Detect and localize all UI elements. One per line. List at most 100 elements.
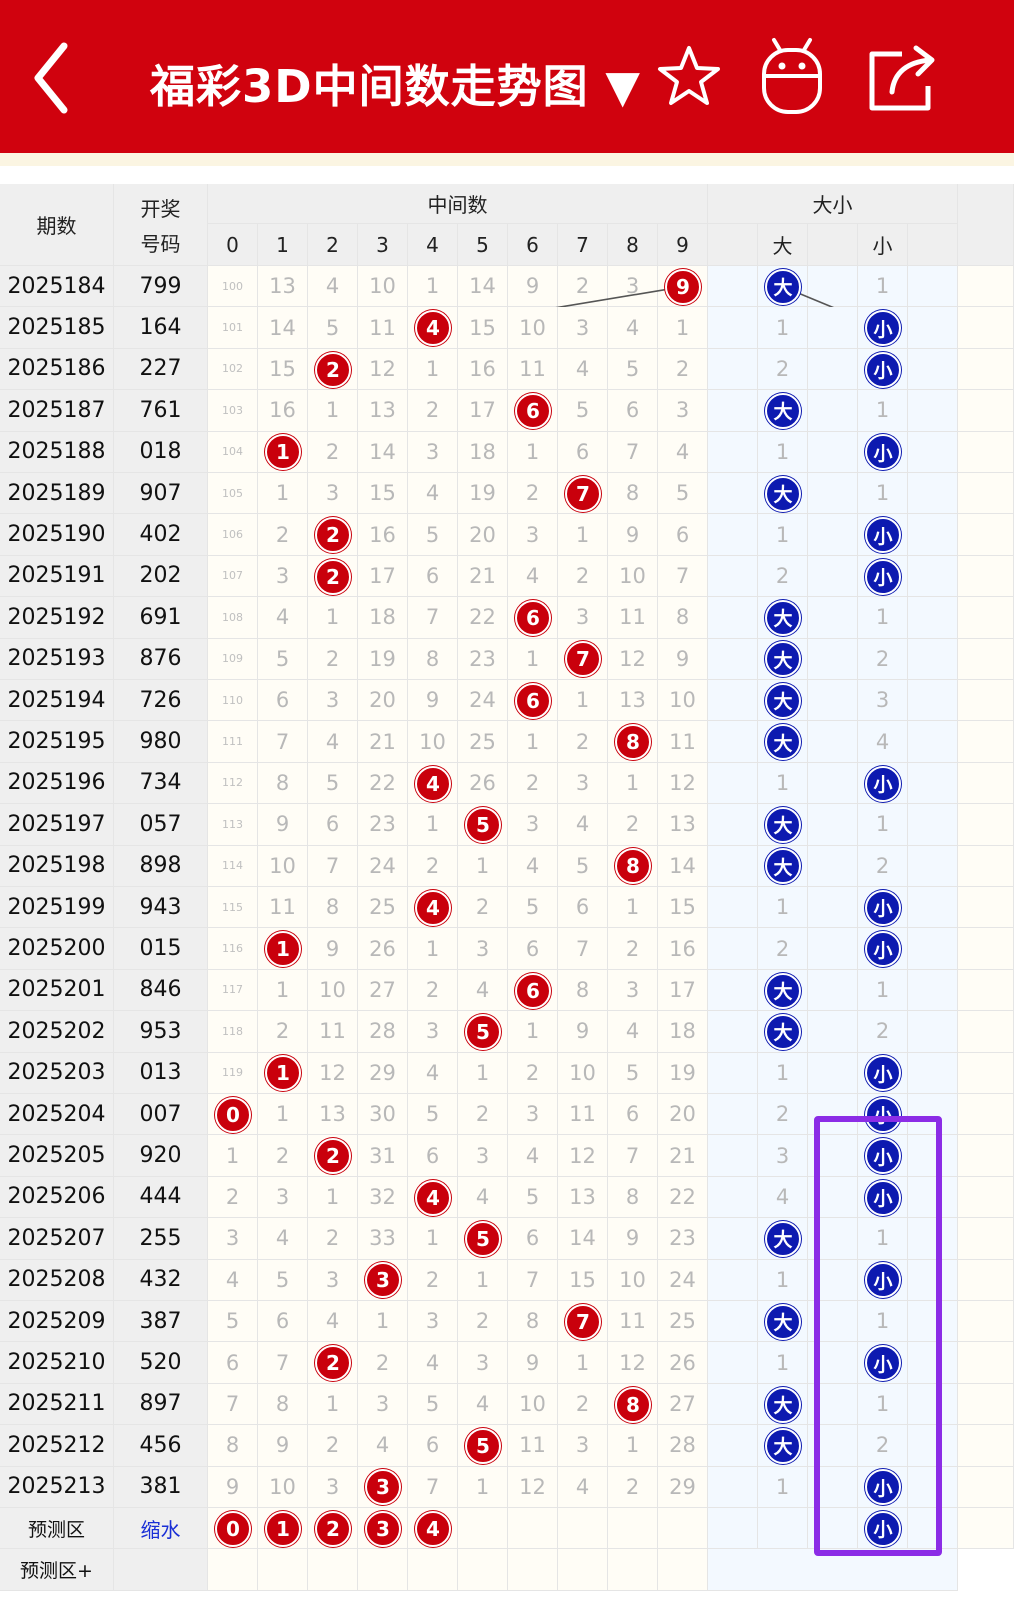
- row-number: 734: [114, 762, 208, 805]
- miss-cell-0: 118: [208, 1011, 258, 1053]
- miss-cell-3: 32: [358, 1176, 408, 1219]
- row-issue: 2025202: [0, 1011, 114, 1053]
- size-pad: [908, 721, 958, 763]
- size-pad: [908, 597, 958, 639]
- share-icon[interactable]: [864, 40, 940, 114]
- row-number: 943: [114, 887, 208, 929]
- middle-ball: 2: [315, 1345, 351, 1382]
- miss-cell-7: 4: [558, 1466, 608, 1508]
- row-number: 255: [114, 1218, 208, 1260]
- size-pad: [808, 680, 858, 722]
- predict-cell: [458, 1508, 508, 1550]
- size-pad: [708, 1508, 758, 1550]
- miss-cell-1: 3: [258, 555, 308, 598]
- size-pad: [808, 804, 858, 846]
- row-issue: 2025197: [0, 804, 114, 846]
- row-extra: [958, 597, 1014, 639]
- miss-cell-8: 10: [608, 1259, 658, 1301]
- miss-cell-0: 4: [208, 1259, 258, 1301]
- row-issue: 2025207: [0, 1218, 114, 1260]
- middle-ball: 4: [415, 310, 451, 347]
- header-number-line2: 号码: [140, 231, 181, 256]
- row-extra: [958, 1466, 1014, 1508]
- size-pad: [908, 1094, 958, 1136]
- row-number: 164: [114, 307, 208, 349]
- row-issue: 2025201: [0, 969, 114, 1012]
- size-big-cell: [758, 1135, 808, 1177]
- predict-ball[interactable]: 4: [415, 1510, 451, 1547]
- row-number: 898: [114, 845, 208, 887]
- miss-cell-0: 112: [208, 762, 258, 805]
- predict-ball[interactable]: 2: [315, 1510, 351, 1547]
- miss-cell-4: 4: [408, 1342, 458, 1384]
- miss-cell-1: 2: [258, 1011, 308, 1053]
- small-miss-value: 1: [858, 1218, 908, 1260]
- size-pad: [708, 762, 758, 805]
- page-title[interactable]: 福彩3D中间数走势图 ▼: [150, 60, 641, 113]
- size-pad: [708, 1176, 758, 1219]
- miss-cell-9: 19: [658, 1052, 708, 1094]
- row-extra: [958, 431, 1014, 473]
- row-extra: [958, 804, 1014, 846]
- size-pad: [908, 1135, 958, 1177]
- size-pad: [908, 887, 958, 929]
- miss-cell-9: 26: [658, 1342, 708, 1384]
- header-size: 大小: [708, 184, 958, 224]
- miss-cell-9: 21: [658, 1135, 708, 1177]
- row-number: 456: [114, 1425, 208, 1467]
- header-shadow-strip: [0, 153, 1014, 166]
- miss-cell-9: 2: [658, 348, 708, 391]
- predict-ball[interactable]: 3: [365, 1510, 401, 1547]
- miss-cell-7: 2: [558, 555, 608, 598]
- miss-cell-5: 24: [458, 680, 508, 722]
- big-miss-value: 1: [758, 762, 808, 805]
- header-big: 大: [758, 224, 808, 266]
- header-size-pad: [708, 224, 758, 266]
- row-extra: [958, 1301, 1014, 1343]
- miss-cell-5: 1: [458, 845, 508, 887]
- miss-cell-4: 6: [408, 1425, 458, 1467]
- predict-ball[interactable]: 0: [215, 1510, 251, 1547]
- miss-cell-2: 3: [308, 680, 358, 722]
- size-pad: [908, 969, 958, 1012]
- miss-cell-8: 5: [608, 348, 658, 391]
- miss-cell-3: 18: [358, 597, 408, 639]
- android-robot-icon[interactable]: [758, 36, 826, 116]
- miss-cell-5: 14: [458, 266, 508, 308]
- miss-cell-2: 12: [308, 1052, 358, 1094]
- predict-ball[interactable]: 1: [265, 1510, 301, 1547]
- miss-cell-0: 8: [208, 1425, 258, 1467]
- miss-cell-8: 4: [608, 1011, 658, 1053]
- row-extra: [958, 1218, 1014, 1260]
- predict-plus-cell: [458, 1549, 508, 1591]
- star-icon[interactable]: [656, 44, 722, 108]
- row-issue: 2025194: [0, 680, 114, 722]
- miss-cell-7: 3: [558, 597, 608, 639]
- size-small-cell: [858, 1011, 908, 1053]
- miss-cell-8: 7: [608, 431, 658, 473]
- miss-cell-0: 114: [208, 845, 258, 887]
- miss-cell-1: 1: [258, 473, 308, 515]
- miss-cell-1: 9: [258, 1425, 308, 1467]
- size-small-cell: [858, 266, 908, 308]
- predict-plus-cell: [308, 1549, 358, 1591]
- back-arrow-icon[interactable]: [28, 38, 88, 118]
- row-extra: [958, 307, 1014, 349]
- row-number: 761: [114, 390, 208, 432]
- miss-cell-8: 6: [608, 390, 658, 432]
- size-pad: [708, 721, 758, 763]
- predict-plus-cell: [258, 1549, 308, 1591]
- miss-cell-9: 25: [658, 1301, 708, 1343]
- header-middle: 中间数: [208, 184, 708, 224]
- middle-ball: 8: [615, 724, 651, 761]
- miss-cell-2: 1: [308, 1383, 358, 1426]
- miss-cell-8: 13: [608, 680, 658, 722]
- size-pad: [708, 514, 758, 556]
- miss-cell-0: 101: [208, 307, 258, 349]
- miss-cell-8: 8: [608, 1176, 658, 1219]
- predict-tag[interactable]: 缩水: [114, 1508, 208, 1550]
- row-extra: [958, 1342, 1014, 1384]
- size-small-cell: [858, 638, 908, 680]
- miss-cell-8: 2: [608, 928, 658, 970]
- middle-ball: 2: [315, 558, 351, 595]
